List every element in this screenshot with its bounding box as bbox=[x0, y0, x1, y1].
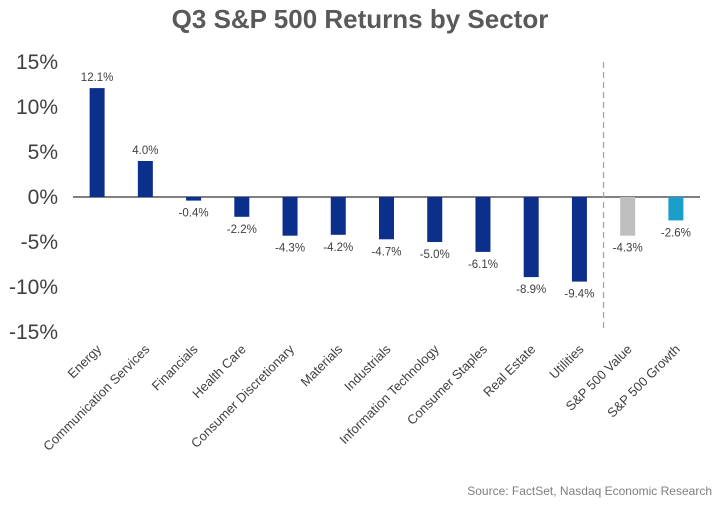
y-tick-label: 0% bbox=[28, 186, 58, 209]
bar bbox=[330, 197, 346, 235]
bar bbox=[234, 197, 250, 217]
category-label: Consumer Staples bbox=[404, 341, 491, 428]
data-label: -4.2% bbox=[323, 242, 353, 254]
data-label: -9.4% bbox=[564, 289, 594, 301]
bar bbox=[282, 197, 298, 236]
bar bbox=[89, 88, 105, 197]
y-tick-label: -15% bbox=[9, 321, 58, 344]
source-note: Source: FactSet, Nasdaq Economic Researc… bbox=[467, 484, 712, 498]
data-label: -0.4% bbox=[179, 208, 209, 220]
data-label: -2.2% bbox=[227, 224, 257, 236]
y-tick-label: -5% bbox=[21, 231, 58, 254]
bar bbox=[427, 197, 443, 242]
bar bbox=[137, 161, 153, 197]
bar bbox=[668, 197, 684, 221]
data-label: 4.0% bbox=[132, 145, 158, 157]
bar bbox=[571, 197, 587, 282]
data-label: -8.9% bbox=[516, 284, 546, 296]
bar bbox=[186, 197, 202, 201]
data-label: -4.7% bbox=[371, 246, 401, 258]
bars bbox=[89, 88, 684, 282]
data-label: -6.1% bbox=[468, 259, 498, 271]
data-label: -5.0% bbox=[420, 249, 450, 261]
category-label: Materials bbox=[297, 341, 345, 389]
y-tick-label: 5% bbox=[28, 141, 58, 164]
data-label: 12.1% bbox=[81, 72, 114, 84]
data-label: -4.3% bbox=[275, 243, 305, 255]
y-axis-ticks: 15% 10% 5% 0% -5% -10% -15% bbox=[9, 51, 58, 344]
category-label: Energy bbox=[64, 341, 104, 381]
bar bbox=[620, 197, 636, 236]
y-tick-label: -10% bbox=[9, 276, 58, 299]
y-tick-label: 15% bbox=[16, 51, 58, 74]
bar bbox=[379, 197, 394, 240]
bar bbox=[475, 197, 491, 252]
category-label: Utilities bbox=[546, 341, 587, 382]
y-tick-label: 10% bbox=[16, 96, 58, 119]
data-label: -4.3% bbox=[613, 243, 643, 255]
bar bbox=[523, 197, 539, 278]
data-label: -2.6% bbox=[661, 227, 691, 239]
data-labels: 12.1% 4.0% -0.4% -2.2% -4.3% -4.2% -4.7% -5.0% -… bbox=[81, 72, 691, 301]
chart-title: Q3 S&P 500 Returns by Sector bbox=[171, 4, 549, 34]
category-label: Real Estate bbox=[480, 342, 538, 400]
